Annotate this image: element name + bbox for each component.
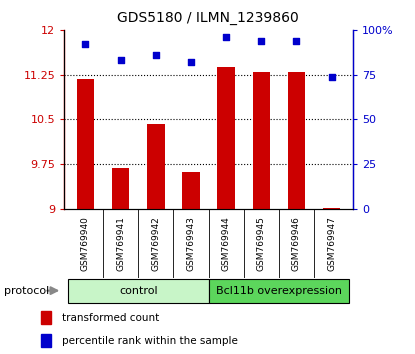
Text: transformed count: transformed count (62, 313, 160, 323)
Text: GSM769945: GSM769945 (257, 216, 266, 271)
Point (188, 59, 194, 65)
Text: GSM769944: GSM769944 (222, 216, 231, 271)
Bar (112, 169, 129, 209)
Bar (68, 279, 209, 303)
Text: percentile rank within the sample: percentile rank within the sample (62, 336, 238, 346)
Bar (147, 124, 165, 209)
Bar (182, 172, 200, 209)
Point (328, 74, 335, 79)
Point (152, 52, 159, 58)
Text: GSM769947: GSM769947 (327, 216, 336, 271)
Text: GSM769941: GSM769941 (116, 216, 125, 271)
Point (82, 41, 89, 47)
Bar (252, 72, 270, 209)
Point (223, 34, 229, 40)
Bar (41, 334, 51, 347)
Text: GSM769946: GSM769946 (292, 216, 301, 271)
Text: control: control (119, 286, 158, 296)
Text: GSM769940: GSM769940 (81, 216, 90, 271)
Text: GSM769943: GSM769943 (186, 216, 195, 271)
Point (293, 38, 300, 44)
Bar (323, 208, 340, 209)
Point (258, 38, 265, 44)
Text: GDS5180 / ILMN_1239860: GDS5180 / ILMN_1239860 (117, 11, 298, 25)
Bar (288, 72, 305, 209)
Text: protocol: protocol (4, 286, 49, 296)
Text: Bcl11b overexpression: Bcl11b overexpression (216, 286, 342, 296)
Point (117, 58, 124, 63)
Text: GSM769942: GSM769942 (151, 216, 160, 271)
Bar (209, 279, 349, 303)
Bar (77, 79, 94, 209)
Bar (217, 67, 235, 209)
Bar (41, 312, 51, 324)
